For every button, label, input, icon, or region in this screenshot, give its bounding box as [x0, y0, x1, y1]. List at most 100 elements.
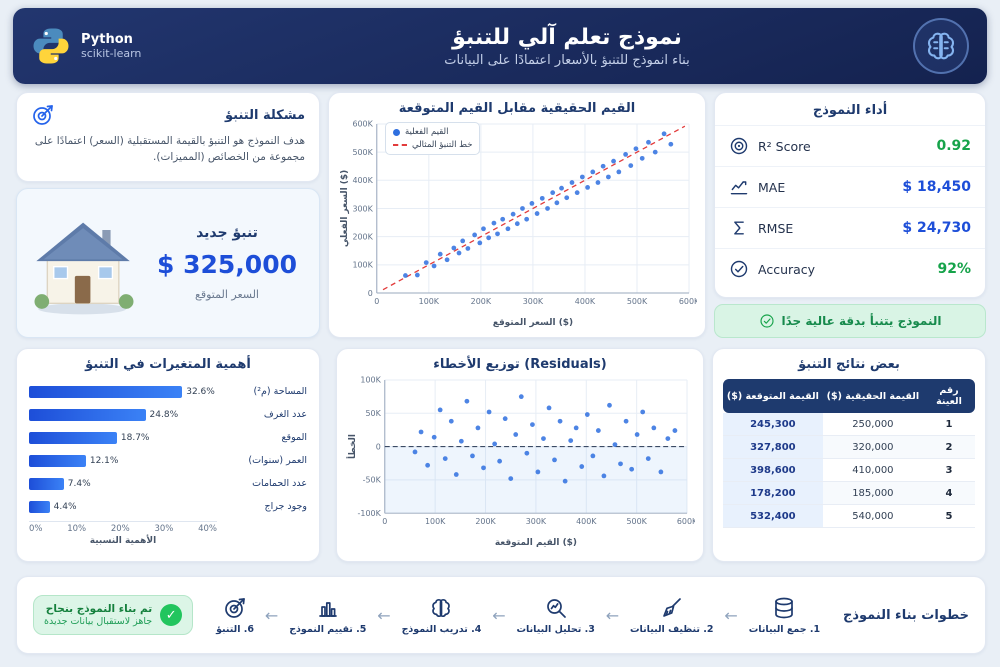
- problem-card-title: مشكلة التنبؤ: [225, 107, 305, 123]
- scatter-plot-wrap: 0 100K 200K 300K 400K 500K 600K 0 100K 200K 300K 40…: [337, 116, 697, 329]
- bar-value-label: 12.1%: [89, 455, 119, 466]
- bar-value-label: 24.8%: [149, 409, 179, 420]
- svg-text:0: 0: [382, 517, 387, 526]
- prediction-text: تنبؤ جديد $ 325,000 السعر المتوقع: [147, 225, 307, 301]
- svg-text:200K: 200K: [352, 232, 373, 241]
- svg-text:500K: 500K: [352, 148, 373, 157]
- problem-card-body: هدف النموذج هو التنبؤ بالقيمة المستقبلية…: [34, 135, 305, 164]
- svg-text:القيم المتوقعة ($): القيم المتوقعة ($): [495, 538, 577, 548]
- logo-subtitle: scikit-learn: [81, 47, 142, 60]
- residuals-plot: 0 100K 200K 300K 400K 500K 600K -100K -50K 0 50K 10…: [346, 376, 695, 548]
- step-label: 5. تقييم النموذج: [289, 623, 367, 635]
- target-arrow-icon: [31, 103, 55, 127]
- results-table-title: بعض نتائج التنبؤ: [798, 357, 900, 372]
- axis-tick: 20%: [110, 524, 130, 534]
- bar-track: 24.8%: [29, 408, 217, 421]
- svg-text:-50K: -50K: [363, 476, 382, 485]
- svg-text:300K: 300K: [526, 517, 547, 526]
- table-row: 1 250,000 245,300: [723, 413, 975, 436]
- title-block: نموذج تعلم آلي للتنبؤ بناء انموذج للتنبؤ…: [221, 25, 913, 68]
- svg-text:100K: 100K: [352, 261, 373, 270]
- step-6: 6. التنبؤ: [216, 596, 254, 635]
- problem-card-header: مشكلة التنبؤ: [31, 103, 305, 127]
- bar-track: 32.6%: [29, 385, 217, 398]
- bar-category-label: عدد الحمامات: [252, 478, 307, 489]
- svg-text:400K: 400K: [575, 297, 596, 306]
- check-icon: ✓: [160, 604, 183, 626]
- step-4: 4. تدريب النموذج: [402, 596, 481, 635]
- metric-value: 92%: [937, 261, 971, 277]
- badge-line1: تم بناء النموذج بنجاح: [45, 603, 153, 615]
- table-cell: 178,200: [723, 481, 823, 505]
- svg-text:50K: 50K: [365, 409, 381, 418]
- axis-tick: 40%: [198, 524, 217, 534]
- arrow-left-icon: ←: [264, 605, 279, 625]
- svg-text:100K: 100K: [425, 517, 446, 526]
- table-cell: 185,000: [822, 481, 923, 505]
- bar-value-label: 18.7%: [120, 432, 150, 443]
- page-subtitle: بناء انموذج للتنبؤ بالأسعار اعتمادًا على…: [444, 52, 690, 68]
- importance-bar-row: الموقع 18.7%: [29, 426, 307, 449]
- step-label: 1. جمع البيانات: [748, 623, 821, 635]
- svg-text:200K: 200K: [475, 517, 496, 526]
- importance-bar: [29, 454, 86, 467]
- metric-label: Accuracy: [758, 261, 816, 277]
- metric-row: RMSE $ 24,730: [715, 207, 985, 248]
- results-table-head: رقم العينة القيمة الحقيقية ($) القيمة المت…: [723, 379, 975, 413]
- page-title: نموذج تعلم آلي للتنبؤ: [452, 24, 682, 50]
- bar-category-label: عدد الغرف: [263, 409, 307, 420]
- table-cell: 5: [923, 504, 975, 528]
- metric-label: MAE: [758, 179, 786, 195]
- metric-label: R² Score: [758, 138, 811, 154]
- svg-text:السعر المتوقع ($): السعر المتوقع ($): [493, 318, 573, 328]
- metric-row: MAE $ 18,450: [715, 166, 985, 207]
- badge-line2: جاهز لاستقبال بيانات جديدة: [44, 616, 153, 627]
- table-header-cell: القيمة المتوقعة ($): [723, 379, 823, 413]
- bar-category-label: العمر (سنوات): [248, 455, 307, 466]
- bar-value-label: 32.6%: [186, 386, 215, 397]
- bar-track: 18.7%: [29, 431, 217, 444]
- importance-bars: المساحة (م²) 32.6% عدد الغرف 24.8% الموقع 18.…: [29, 380, 307, 518]
- svg-text:300K: 300K: [523, 297, 544, 306]
- legend-item: خط التنبؤ المثالي: [393, 140, 472, 150]
- table-cell: 250,000: [822, 413, 923, 436]
- legend-item: القيم الفعلية: [393, 127, 472, 137]
- table-cell: 410,000: [822, 458, 923, 482]
- table-cell: 2: [923, 435, 975, 459]
- step-1: 1. جمع البيانات: [749, 596, 820, 635]
- table-row: 3 410,000 398,600: [723, 458, 975, 482]
- svg-text:الخطأ: الخطأ: [346, 434, 358, 459]
- arrow-left-icon: ←: [377, 605, 391, 625]
- prediction-card: تنبؤ جديد $ 325,000 السعر المتوقع: [16, 188, 320, 338]
- svg-text:600K: 600K: [677, 517, 695, 526]
- importance-axis: 0% 10% 20% 30% 40%: [29, 521, 217, 534]
- svg-text:600K: 600K: [679, 297, 697, 306]
- chart-up-icon: [729, 177, 749, 197]
- prediction-title: تنبؤ جديد: [196, 225, 258, 241]
- point-marker-icon: [393, 128, 400, 136]
- arrow-left-icon: ←: [724, 605, 738, 625]
- svg-text:500K: 500K: [627, 297, 648, 306]
- bar-track: 12.1%: [29, 454, 217, 467]
- bar-value-label: 4.4%: [53, 501, 77, 512]
- table-cell: 398,600: [723, 458, 823, 482]
- table-header-cell: رقم العينة: [923, 379, 975, 413]
- header: Python scikit-learn نموذج تعلم آلي للتنب…: [13, 8, 987, 84]
- target-arrow-icon: [223, 596, 247, 620]
- step-label: 3. تحليل البيانات: [516, 623, 595, 635]
- logo-title: Python: [81, 32, 133, 47]
- check-circle-icon: [759, 313, 775, 329]
- scatter-title: القيم الحقيقية مقابل القيم المتوقعة: [398, 101, 636, 116]
- scatter-card: القيم الحقيقية مقابل القيم المتوقعة 0 100…: [328, 92, 706, 338]
- bar-category-label: وجود جراج: [264, 501, 307, 512]
- results-table: رقم العينة القيمة الحقيقية ($) القيمة المت…: [723, 379, 975, 528]
- axis-tick: 30%: [154, 524, 174, 534]
- steps-title: خطوات بناء النموذج: [842, 607, 969, 623]
- importance-xlabel: الأهمية النسبية: [89, 536, 157, 546]
- brain-icon: [429, 596, 453, 620]
- table-cell: 4: [923, 481, 975, 505]
- importance-card: أهمية المتغيرات في التنبؤ المساحة (م²) 32…: [16, 348, 320, 562]
- arrow-left-icon: ←: [605, 605, 620, 625]
- svg-text:200K: 200K: [471, 297, 492, 306]
- problem-card: مشكلة التنبؤ هدف النموذج هو التنبؤ بالقي…: [16, 92, 320, 182]
